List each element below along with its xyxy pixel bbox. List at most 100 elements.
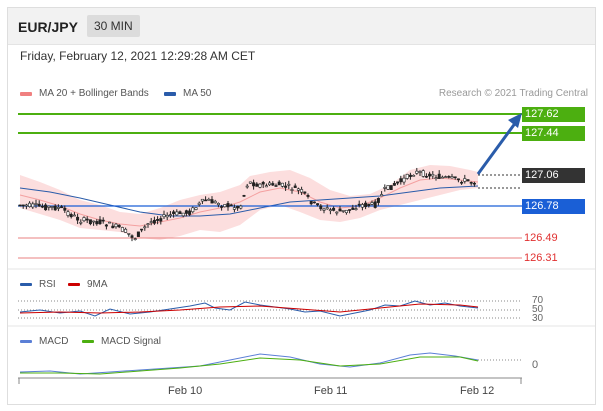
candle-body (472, 182, 476, 185)
candle-body (303, 191, 307, 194)
candle-body (418, 171, 422, 173)
timeframe-button[interactable]: 30 MIN (87, 15, 140, 37)
candle-body (402, 177, 406, 183)
candle-body (332, 207, 336, 211)
candle-body (268, 182, 272, 186)
candle-body (162, 214, 166, 218)
rsi-label-70: 70 (532, 295, 544, 306)
candle-body (328, 209, 332, 212)
candle-body (255, 183, 259, 187)
candle-body (239, 205, 243, 209)
candle-body (408, 174, 412, 177)
candle-body (232, 207, 236, 210)
candle-body (431, 174, 435, 177)
candle-body (264, 185, 268, 188)
candle-body (280, 182, 284, 187)
candle-body (184, 210, 188, 214)
candle-body (421, 170, 425, 177)
rsi-line (19, 300, 479, 317)
candle-body (351, 207, 355, 210)
candle-body (226, 203, 230, 208)
candle-body (245, 185, 249, 188)
candle-body (104, 224, 108, 227)
level-label-126-31: 126.31 (524, 252, 558, 264)
candle-body (111, 225, 115, 229)
candle-body (309, 201, 313, 205)
candle-body (450, 176, 454, 179)
candle-body (258, 183, 262, 188)
candle-body (248, 181, 252, 184)
ma50-line (19, 185, 479, 217)
candle-body (316, 203, 320, 206)
candle-body (136, 231, 140, 237)
candle-body (188, 210, 192, 215)
candle-body (444, 176, 448, 178)
candle-body (348, 209, 352, 211)
candlesticks (18, 167, 476, 242)
candle-body (386, 185, 390, 190)
candle-body (338, 208, 342, 212)
candle-body (453, 176, 457, 179)
candle-body (373, 201, 377, 208)
candle-body (108, 221, 112, 224)
candle-body (140, 228, 144, 231)
candle-body (437, 173, 441, 179)
bollinger-band (20, 165, 478, 240)
candle-body (24, 204, 28, 207)
macd-label: MACD (39, 336, 69, 347)
candle-body (223, 204, 227, 208)
candle-body (290, 189, 294, 191)
ma20-label: MA 20 + Bollinger Bands (39, 88, 149, 99)
macd-line (19, 352, 479, 375)
rsi-ma-swatch (68, 283, 80, 286)
candle-body (37, 203, 41, 207)
level-label-126-49: 126.49 (524, 232, 558, 244)
candle-body (98, 219, 102, 225)
candle-body (325, 207, 329, 210)
candle-body (424, 175, 428, 178)
candle-body (92, 220, 96, 223)
candle-body (88, 219, 92, 225)
candle-body (181, 212, 185, 217)
level-tag-127-62: 127.62 (522, 107, 585, 122)
candle-body (31, 203, 35, 208)
candle-body (191, 207, 195, 213)
candle-body (271, 183, 275, 186)
candle-body (357, 203, 361, 206)
candle-body (200, 198, 204, 202)
candle-body (172, 211, 176, 214)
candle-body (130, 235, 134, 238)
credit-text: Research © 2021 Trading Central (438, 88, 588, 99)
title-bar: EUR/JPY 30 MIN (8, 8, 595, 45)
candle-body (300, 189, 304, 193)
candle-body (53, 205, 57, 211)
candle-body (252, 182, 256, 187)
rsi-ma-line (19, 303, 479, 314)
legend-rsi-ma: 9MA (68, 279, 108, 290)
candle-body (82, 217, 86, 222)
candle-body (229, 204, 233, 207)
legend-rsi: RSI (20, 279, 56, 290)
candle-body (28, 202, 32, 207)
candle-body (44, 204, 48, 211)
macd-signal-line (20, 356, 479, 375)
candle-body (56, 206, 60, 209)
candle-body (117, 224, 121, 228)
candle-body (367, 203, 371, 207)
macd-signal-label: MACD Signal (101, 336, 162, 347)
candle-body (466, 179, 470, 182)
candle-body (210, 199, 214, 204)
candle-body (76, 216, 80, 221)
candle-body (101, 219, 105, 222)
rsi-label: RSI (39, 279, 56, 290)
candle-body (236, 205, 240, 209)
candle-body (296, 188, 300, 191)
level-tag-127-06: 127.06 (522, 168, 585, 183)
candle-body (322, 208, 326, 211)
candle-body (284, 185, 288, 188)
candle-body (460, 181, 464, 184)
candle-body (159, 218, 163, 222)
rsi-label-30: 30 (532, 313, 544, 324)
candle-body (149, 221, 153, 223)
